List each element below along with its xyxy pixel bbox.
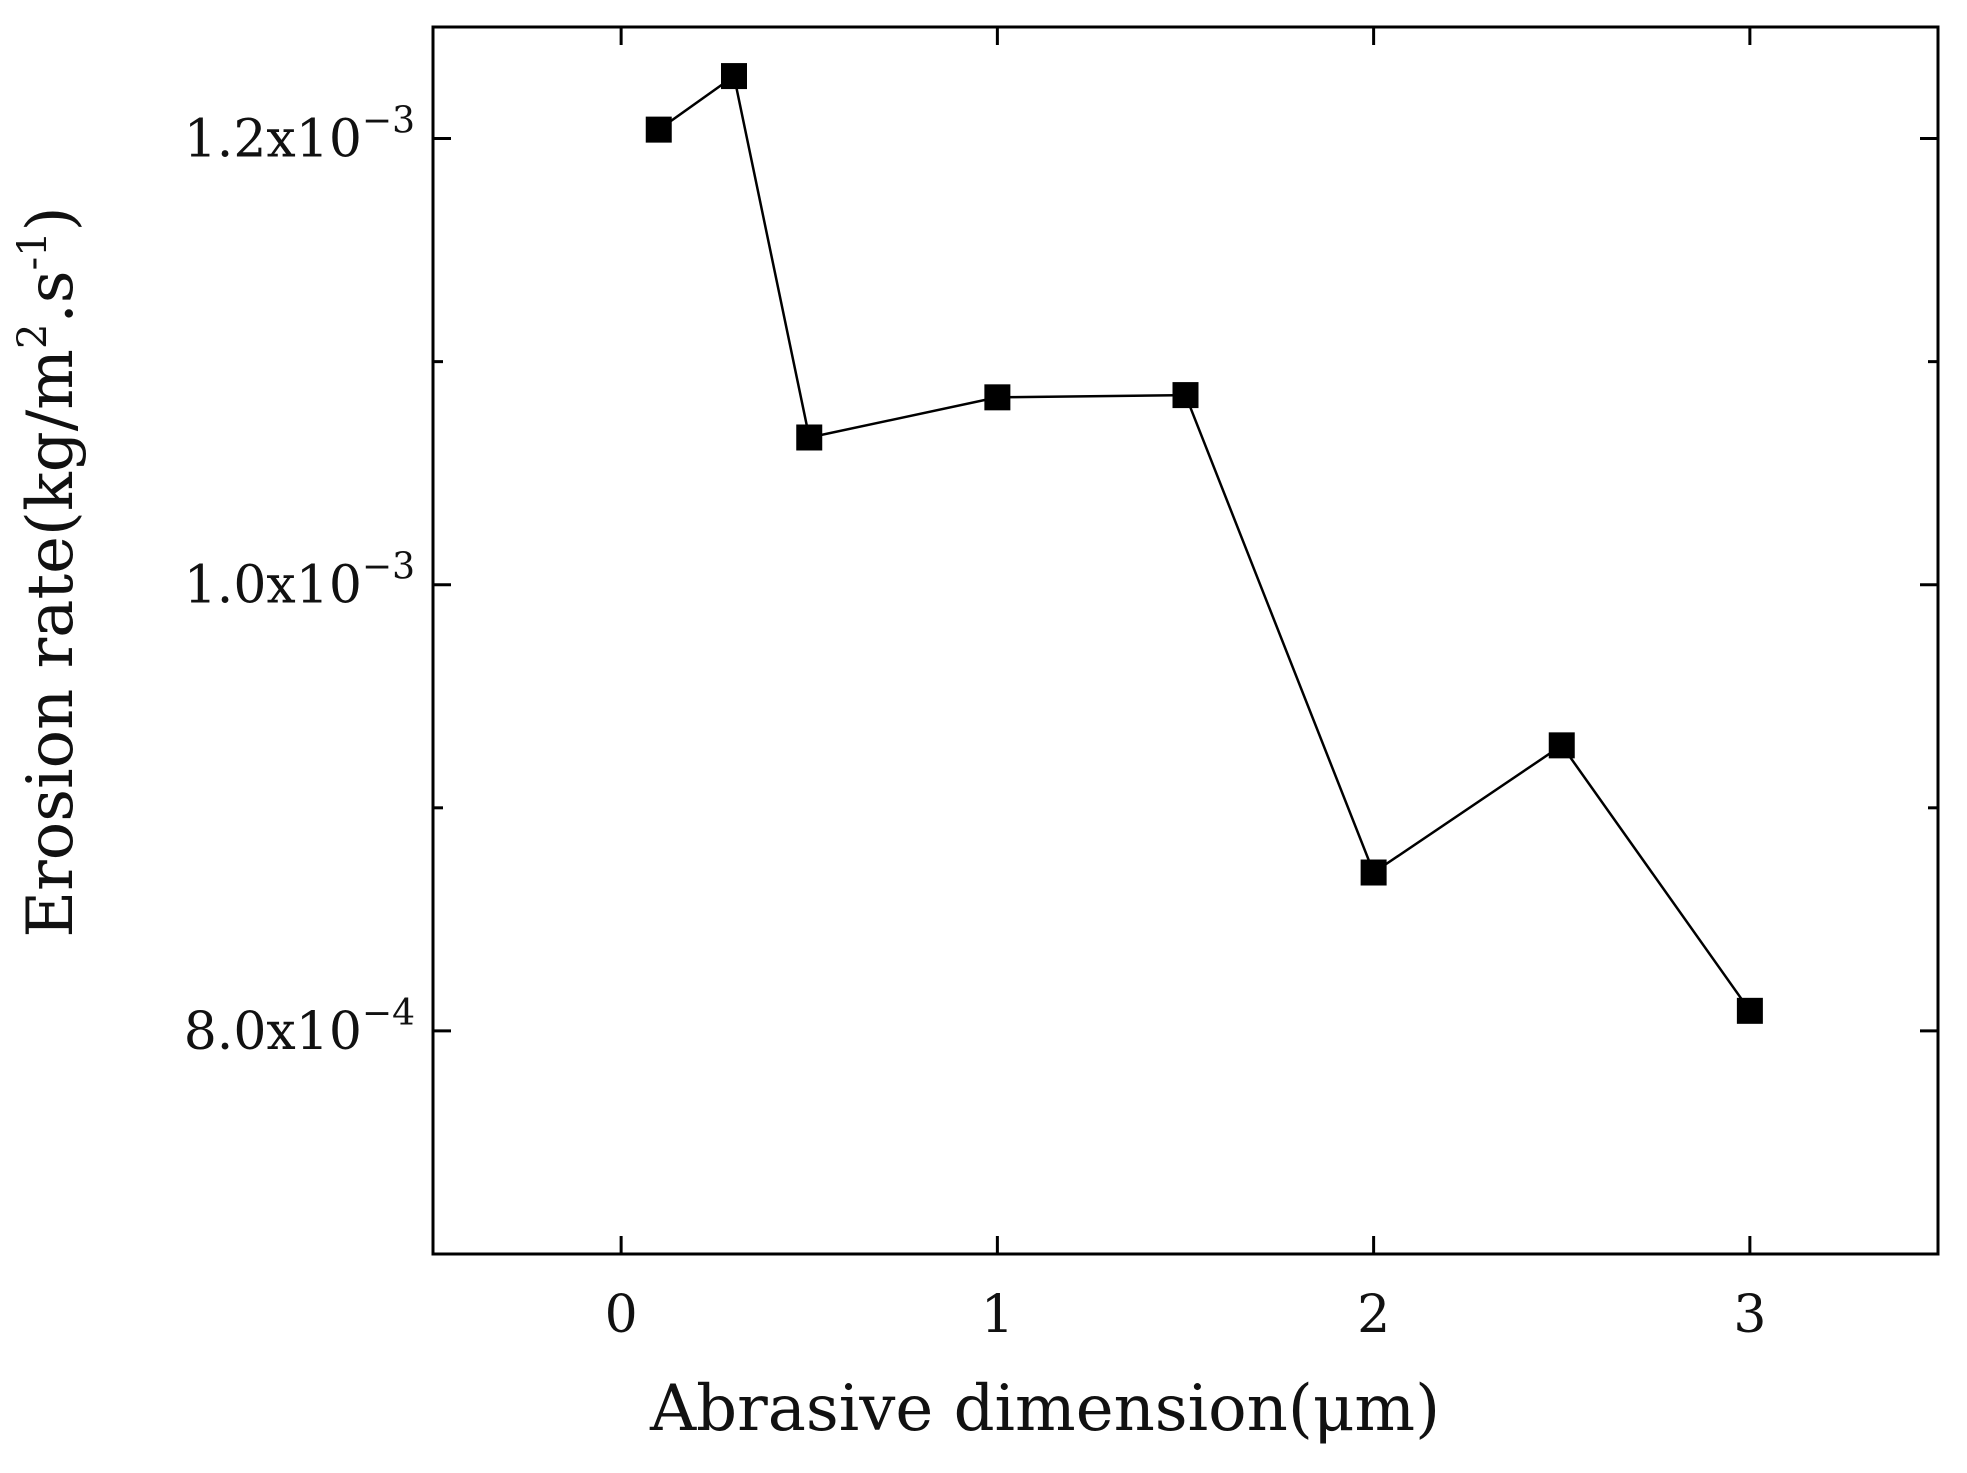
plot-frame [431,25,1940,1256]
x-tick-label-1: 1 [981,1285,1014,1345]
data-point-6 [1548,732,1575,759]
y-axis-title-sup2: -1 [10,231,56,270]
y-tick-label-1: 1.0x10−3 [184,547,415,616]
y-tick-label-0: 8.0x10−4 [184,993,415,1062]
data-point-5 [1360,859,1387,886]
y-axis-title-main: Erosion rate(kg/m [14,349,88,938]
x-axis-ticks: 0 1 2 3 [605,27,1766,1345]
data-point-0 [645,116,672,143]
data-point-4 [1172,382,1199,409]
data-point-1 [721,63,747,90]
data-point-7 [1736,997,1763,1024]
y-axis-title-sup1: 2 [10,324,56,349]
data-point-2 [796,424,823,451]
x-tick-label-0: 0 [605,1285,638,1345]
x-tick-label-2: 2 [1357,1285,1390,1345]
y-axis-title: Erosion rate(kg/m2.s-1) [10,206,88,937]
series-layer [645,63,1763,1024]
x-tick-label-3: 3 [1733,1285,1766,1345]
data-point-3 [984,384,1011,411]
y-axis-title-end: ) [14,206,88,231]
y-axis-title-mid: .s [14,270,88,323]
y-tick-label-2: 1.2x10−3 [184,101,415,170]
series-line-0 [658,73,1751,1012]
x-axis-title: Abrasive dimension(μm) [649,1372,1440,1446]
y-axis-ticks: 8.0x10−4 1.0x10−3 1.2x10−3 [184,101,1938,1062]
